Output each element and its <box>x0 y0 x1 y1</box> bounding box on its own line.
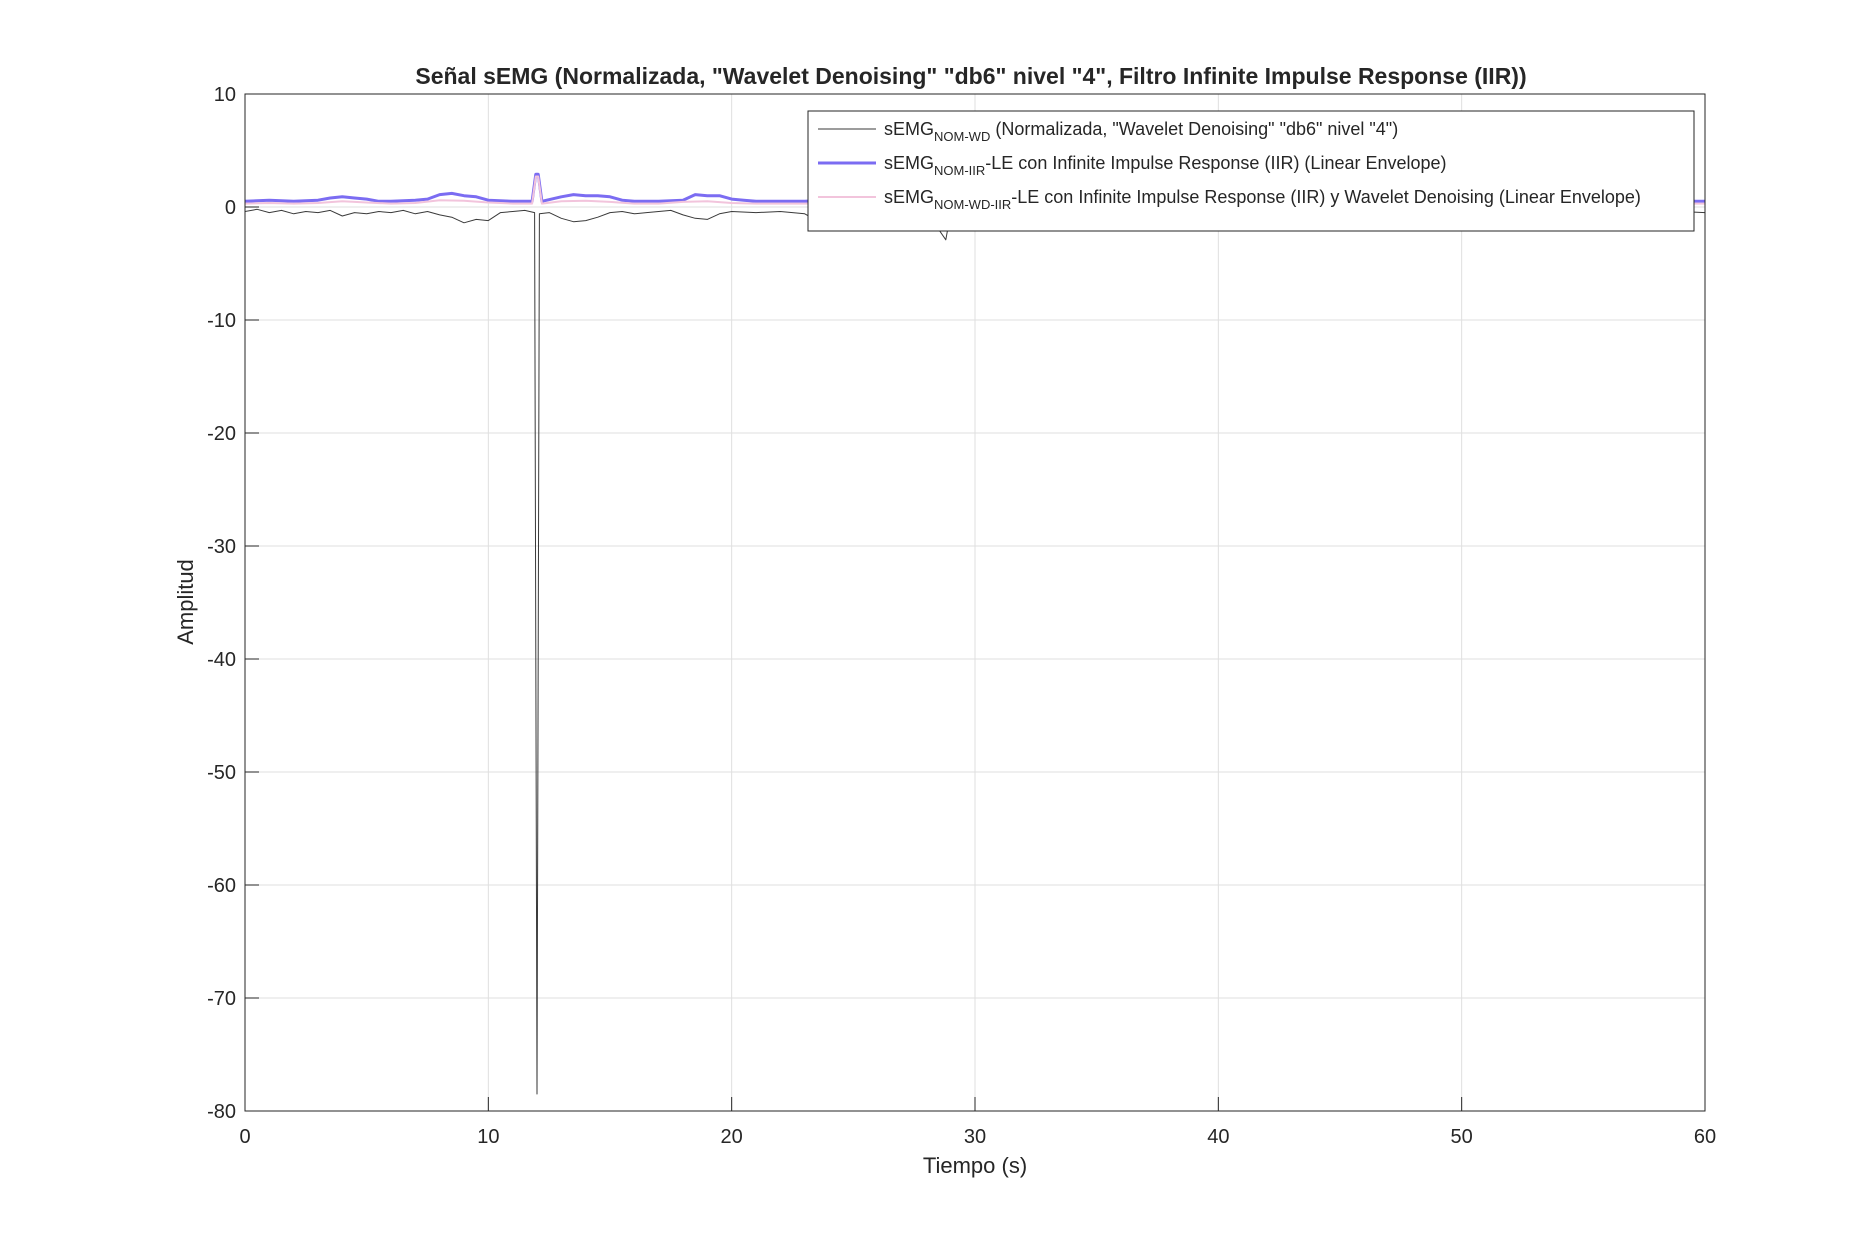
y-tick-label: -30 <box>207 536 236 558</box>
x-tick-label: 0 <box>239 1126 250 1148</box>
legend-entry: sEMGNOM-IIR-LE con Infinite Impulse Resp… <box>884 153 1447 178</box>
legend: sEMGNOM-WD (Normalizada, "Wavelet Denois… <box>807 110 1695 232</box>
y-tick-label: -80 <box>207 1101 236 1123</box>
x-tick-label: 30 <box>964 1126 986 1148</box>
y-tick-label: 10 <box>214 84 236 106</box>
x-axis-label: Tiempo (s) <box>923 1153 1027 1178</box>
y-tick-label: -40 <box>207 649 236 671</box>
y-tick-label: -60 <box>207 875 236 897</box>
y-tick-label: 0 <box>225 197 236 219</box>
y-axis-label: Amplitud <box>173 559 198 645</box>
y-tick-label: -20 <box>207 423 236 445</box>
axis-ticks: 0 10 20 30 40 50 60 10 0 -10 -20 -30 -40 -50 -60 -70 -80 <box>207 84 1716 1148</box>
x-tick-label: 60 <box>1694 1126 1716 1148</box>
legend-entry: sEMGNOM-WD-IIR-LE con Infinite Impulse R… <box>884 187 1641 212</box>
legend-box <box>807 110 1695 232</box>
x-tick-label: 20 <box>721 1126 743 1148</box>
x-tick-label: 10 <box>477 1126 499 1148</box>
y-tick-label: -70 <box>207 988 236 1010</box>
x-tick-label: 40 <box>1207 1126 1229 1148</box>
grid <box>244 93 1706 1112</box>
legend-entry: sEMGNOM-WD (Normalizada, "Wavelet Denois… <box>884 119 1398 144</box>
chart-title: Señal sEMG (Normalizada, "Wavelet Denois… <box>415 63 1526 89</box>
y-tick-label: -10 <box>207 310 236 332</box>
y-tick-label: -50 <box>207 762 236 784</box>
x-tick-label: 50 <box>1451 1126 1473 1148</box>
